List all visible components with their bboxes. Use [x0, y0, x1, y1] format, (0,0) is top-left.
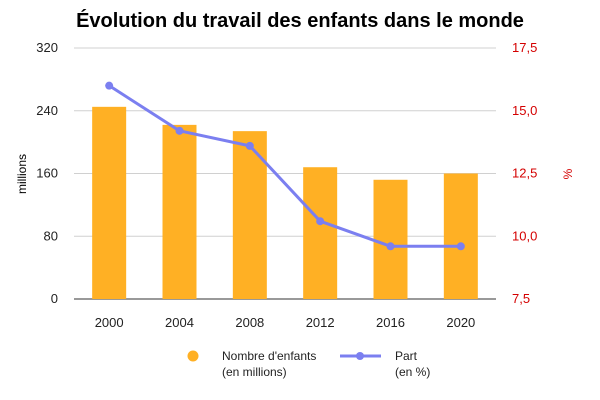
- left-tick-label: 0: [51, 291, 58, 306]
- bar: [373, 179, 408, 299]
- left-tick-label: 320: [36, 40, 58, 55]
- line-point: [175, 126, 184, 135]
- line-point: [245, 141, 254, 150]
- bar: [232, 131, 267, 299]
- x-tick-label: 2016: [376, 315, 405, 330]
- x-tick-label: 2020: [446, 315, 475, 330]
- right-tick-label: 10,0: [512, 228, 537, 243]
- bar: [162, 124, 197, 300]
- right-axis-label: %: [561, 168, 575, 179]
- x-axis-ticks: 2000 2004 2008 2012 2016 2020: [95, 315, 476, 330]
- x-tick-label: 2004: [165, 315, 194, 330]
- x-tick-label: 2000: [95, 315, 124, 330]
- chart-title: Évolution du travail des enfants dans le…: [76, 9, 524, 32]
- left-axis-ticks: 0 80 160 240 320: [36, 40, 58, 306]
- right-axis-ticks: 7,5 10,0 12,5 15,0 17,5: [512, 40, 537, 306]
- gridlines: [74, 47, 496, 300]
- line-series: [105, 81, 465, 251]
- x-tick-label: 2012: [306, 315, 335, 330]
- legend: Nombre d'enfants (en millions) Part (en %): [187, 349, 430, 379]
- bar: [443, 173, 478, 299]
- left-tick-label: 80: [44, 228, 58, 243]
- legend-marker-bar: [187, 350, 199, 362]
- line-point: [386, 242, 395, 251]
- bar: [92, 106, 127, 299]
- x-tick-label: 2008: [235, 315, 264, 330]
- bar-series: [92, 106, 478, 300]
- line-point: [456, 242, 465, 251]
- legend-label: (en millions): [222, 365, 287, 379]
- right-tick-label: 7,5: [512, 291, 530, 306]
- right-tick-label: 12,5: [512, 166, 537, 181]
- line-point: [316, 217, 325, 226]
- left-tick-label: 160: [36, 166, 58, 181]
- legend-label: Part: [395, 349, 418, 363]
- bar: [303, 167, 338, 299]
- legend-marker-point: [356, 352, 364, 360]
- left-tick-label: 240: [36, 103, 58, 118]
- right-tick-label: 15,0: [512, 103, 537, 118]
- left-axis-label: millions: [15, 154, 29, 194]
- right-tick-label: 17,5: [512, 40, 537, 55]
- legend-label: Nombre d'enfants: [222, 349, 316, 363]
- line-path: [108, 84, 461, 248]
- line-point: [105, 81, 114, 90]
- legend-label: (en %): [395, 365, 430, 379]
